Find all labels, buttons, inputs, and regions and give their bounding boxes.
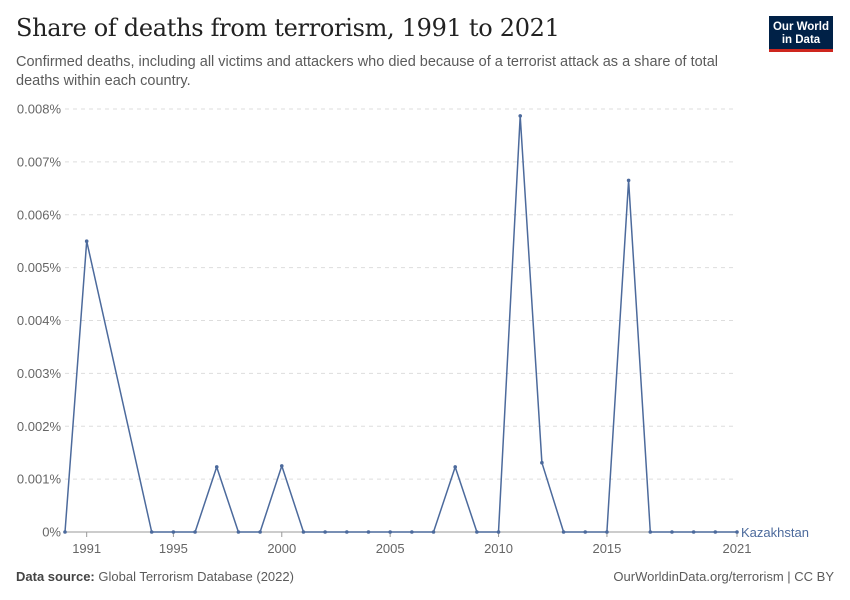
series-group: Kazakhstan	[63, 114, 809, 540]
y-tick-label: 0.002%	[17, 419, 62, 434]
chart-title: Share of deaths from terrorism, 1991 to …	[16, 14, 560, 42]
data-point	[713, 530, 718, 534]
data-point	[735, 530, 739, 534]
data-point	[453, 465, 457, 469]
y-tick-label: 0.008%	[17, 102, 62, 117]
data-point	[388, 530, 392, 534]
chart-subtitle: Confirmed deaths, including all victims …	[16, 54, 718, 89]
data-point	[540, 460, 544, 465]
y-tick-label: 0.005%	[17, 260, 62, 275]
data-point	[648, 530, 653, 534]
data-point	[149, 530, 154, 534]
y-tick-label: 0.004%	[17, 313, 62, 328]
x-tick-label: 2010	[484, 541, 513, 556]
footer-source: Data source: Global Terrorism Database (…	[16, 569, 294, 584]
data-point	[193, 530, 197, 534]
data-point	[561, 530, 566, 534]
data-point	[670, 530, 674, 534]
data-point	[583, 530, 588, 534]
y-tick-label: 0.007%	[17, 154, 62, 169]
data-point	[171, 530, 176, 534]
data-point	[518, 114, 523, 118]
data-point	[236, 530, 241, 534]
source-text[interactable]: Global Terrorism Database (2022)	[98, 569, 294, 584]
x-tick-label: 2021	[723, 541, 752, 556]
x-tick-label: 2015	[592, 541, 621, 556]
source-label: Data source:	[16, 569, 95, 584]
x-axis-ticks: 1991 1995 2000 2005 2010 2015 2021	[72, 532, 751, 556]
x-tick-label: 2000	[267, 541, 296, 556]
data-point	[691, 530, 696, 534]
data-point	[475, 530, 479, 534]
owid-logo[interactable]: Our World in Data	[769, 16, 833, 52]
x-tick-label: 1995	[159, 541, 188, 556]
y-tick-label: 0%	[42, 525, 61, 540]
data-point	[214, 465, 219, 469]
logo-line-2: in Data	[781, 34, 821, 46]
y-tick-label: 0.001%	[17, 472, 62, 487]
data-point	[279, 464, 284, 468]
data-point	[301, 530, 306, 534]
data-point	[496, 530, 501, 534]
data-point	[366, 530, 371, 534]
data-point	[345, 530, 349, 534]
data-point	[84, 239, 89, 243]
y-axis-ticks: 0% 0.001% 0.002% 0.003% 0.004% 0.005% 0.006% 0.…	[17, 102, 62, 540]
data-point	[410, 530, 414, 534]
data-point	[63, 530, 67, 534]
logo-line-1: Our World	[772, 21, 829, 33]
y-tick-label: 0.006%	[17, 207, 62, 222]
footer-link[interactable]: OurWorldinData.org/terrorism | CC BY	[613, 569, 834, 584]
data-point	[431, 530, 436, 534]
y-tick-label: 0.003%	[17, 366, 62, 381]
data-point	[605, 530, 609, 534]
series-line	[64, 115, 737, 533]
x-tick-label: 1991	[72, 541, 101, 556]
series-label-kazakhstan: Kazakhstan	[741, 525, 809, 540]
data-point	[626, 178, 631, 183]
data-point	[258, 530, 262, 534]
grid-lines	[65, 108, 737, 533]
x-tick-label: 2005	[376, 541, 405, 556]
data-point	[323, 530, 327, 534]
